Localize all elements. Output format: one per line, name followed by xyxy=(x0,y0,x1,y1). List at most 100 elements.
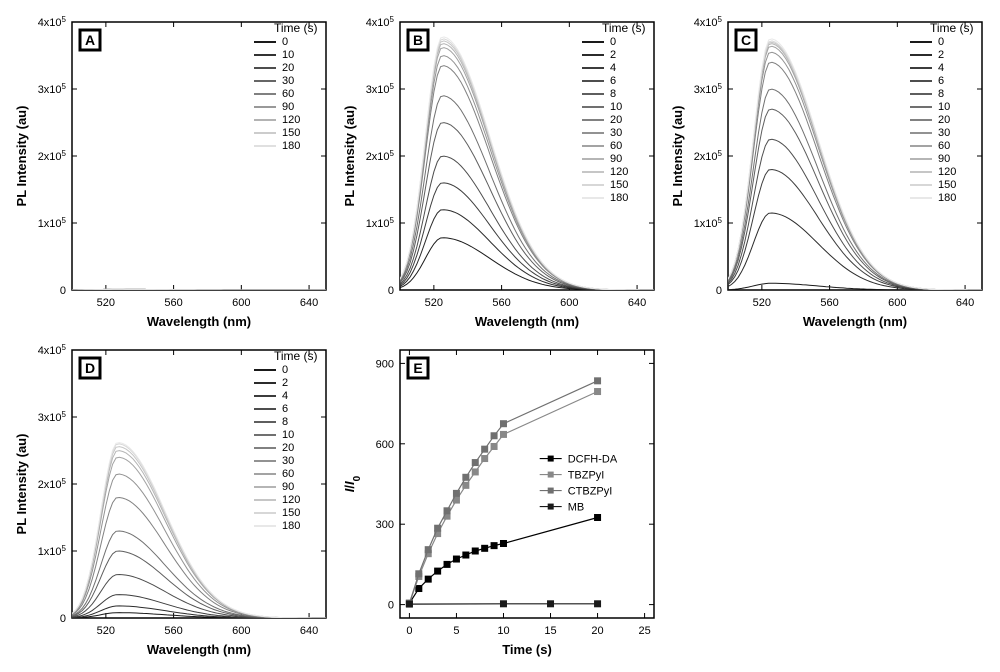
svg-text:PL Intensity (au): PL Intensity (au) xyxy=(670,106,685,207)
svg-text:2: 2 xyxy=(610,49,616,61)
svg-text:0: 0 xyxy=(60,285,66,297)
svg-text:6: 6 xyxy=(610,75,616,87)
svg-text:30: 30 xyxy=(610,127,622,139)
svg-text:0: 0 xyxy=(610,36,616,48)
panel-E: 05101520250300600900Time (s)I/I0EDCFH-DA… xyxy=(338,338,664,664)
svg-text:560: 560 xyxy=(164,625,182,637)
svg-text:4x105: 4x105 xyxy=(694,15,723,30)
svg-text:C: C xyxy=(741,32,751,48)
svg-text:640: 640 xyxy=(300,625,318,637)
svg-text:0: 0 xyxy=(938,36,944,48)
svg-text:A: A xyxy=(85,32,95,48)
svg-text:120: 120 xyxy=(610,166,628,178)
svg-text:20: 20 xyxy=(610,114,622,126)
svg-text:1x105: 1x105 xyxy=(38,544,67,559)
svg-text:90: 90 xyxy=(282,481,294,493)
svg-text:10: 10 xyxy=(610,101,622,113)
svg-text:8: 8 xyxy=(610,88,616,100)
panel-B: 52056060064001x1052x1053x1054x105Wavelen… xyxy=(338,10,664,336)
svg-text:2x105: 2x105 xyxy=(38,149,67,164)
svg-text:0: 0 xyxy=(406,625,412,637)
svg-text:B: B xyxy=(413,32,423,48)
svg-text:2x105: 2x105 xyxy=(694,149,723,164)
svg-text:640: 640 xyxy=(300,297,318,309)
svg-text:640: 640 xyxy=(956,297,974,309)
svg-text:2: 2 xyxy=(282,377,288,389)
svg-text:60: 60 xyxy=(610,140,622,152)
panel-C: 52056060064001x1052x1053x1054x105Wavelen… xyxy=(666,10,992,336)
svg-text:120: 120 xyxy=(282,494,300,506)
svg-text:3x105: 3x105 xyxy=(366,82,395,97)
svg-text:8: 8 xyxy=(282,416,288,428)
svg-text:20: 20 xyxy=(282,442,294,454)
svg-text:10: 10 xyxy=(938,101,950,113)
svg-text:Time (s): Time (s) xyxy=(502,642,552,657)
svg-text:60: 60 xyxy=(282,468,294,480)
svg-text:30: 30 xyxy=(282,455,294,467)
svg-text:150: 150 xyxy=(282,127,300,139)
svg-text:8: 8 xyxy=(938,88,944,100)
svg-text:0: 0 xyxy=(282,364,288,376)
svg-text:D: D xyxy=(85,360,95,376)
svg-text:600: 600 xyxy=(232,625,250,637)
svg-text:5: 5 xyxy=(453,625,459,637)
svg-text:Time (s): Time (s) xyxy=(274,21,318,35)
svg-text:4: 4 xyxy=(282,390,288,402)
svg-text:Wavelength (nm): Wavelength (nm) xyxy=(475,314,579,329)
svg-text:600: 600 xyxy=(232,297,250,309)
figure-grid: 52056060064001x1052x1053x1054x105Wavelen… xyxy=(10,10,990,662)
svg-text:560: 560 xyxy=(820,297,838,309)
svg-text:6: 6 xyxy=(282,403,288,415)
svg-text:30: 30 xyxy=(282,75,294,87)
svg-text:150: 150 xyxy=(610,179,628,191)
svg-text:60: 60 xyxy=(938,140,950,152)
svg-text:3x105: 3x105 xyxy=(38,410,67,425)
svg-text:2x105: 2x105 xyxy=(38,477,67,492)
panel-D: 52056060064001x1052x1053x1054x105Wavelen… xyxy=(10,338,336,664)
svg-text:120: 120 xyxy=(282,114,300,126)
svg-text:1x105: 1x105 xyxy=(366,216,395,231)
svg-text:TBZPyI: TBZPyI xyxy=(568,470,605,482)
svg-text:DCFH-DA: DCFH-DA xyxy=(568,454,618,466)
svg-text:Wavelength (nm): Wavelength (nm) xyxy=(147,642,251,657)
svg-text:30: 30 xyxy=(938,127,950,139)
svg-text:Time (s): Time (s) xyxy=(274,349,318,363)
svg-text:60: 60 xyxy=(282,88,294,100)
svg-text:0: 0 xyxy=(716,285,722,297)
svg-text:PL Intensity (au): PL Intensity (au) xyxy=(14,434,29,535)
svg-text:25: 25 xyxy=(638,625,650,637)
svg-text:MB: MB xyxy=(568,502,585,514)
svg-text:Time (s): Time (s) xyxy=(602,21,646,35)
svg-text:1x105: 1x105 xyxy=(38,216,67,231)
empty-cell xyxy=(666,338,992,664)
svg-text:10: 10 xyxy=(497,625,509,637)
svg-text:180: 180 xyxy=(282,140,300,152)
svg-text:180: 180 xyxy=(938,192,956,204)
svg-text:0: 0 xyxy=(388,285,394,297)
svg-text:PL Intensity (au): PL Intensity (au) xyxy=(14,106,29,207)
svg-text:4: 4 xyxy=(938,62,944,74)
svg-text:10: 10 xyxy=(282,49,294,61)
svg-text:560: 560 xyxy=(164,297,182,309)
svg-text:560: 560 xyxy=(492,297,510,309)
svg-text:90: 90 xyxy=(938,153,950,165)
panel-A: 52056060064001x1052x1053x1054x105Wavelen… xyxy=(10,10,336,336)
svg-text:20: 20 xyxy=(938,114,950,126)
svg-text:15: 15 xyxy=(544,625,556,637)
svg-text:1x105: 1x105 xyxy=(694,216,723,231)
svg-text:4x105: 4x105 xyxy=(366,15,395,30)
svg-text:0: 0 xyxy=(60,613,66,625)
svg-text:Wavelength (nm): Wavelength (nm) xyxy=(803,314,907,329)
svg-text:520: 520 xyxy=(753,297,771,309)
svg-text:520: 520 xyxy=(97,297,115,309)
svg-text:20: 20 xyxy=(591,625,603,637)
svg-text:120: 120 xyxy=(938,166,956,178)
svg-text:Time (s): Time (s) xyxy=(930,21,974,35)
svg-text:90: 90 xyxy=(610,153,622,165)
svg-text:E: E xyxy=(413,360,422,376)
svg-text:4x105: 4x105 xyxy=(38,15,67,30)
svg-text:20: 20 xyxy=(282,62,294,74)
svg-text:2: 2 xyxy=(938,49,944,61)
svg-text:600: 600 xyxy=(888,297,906,309)
svg-text:0: 0 xyxy=(282,36,288,48)
